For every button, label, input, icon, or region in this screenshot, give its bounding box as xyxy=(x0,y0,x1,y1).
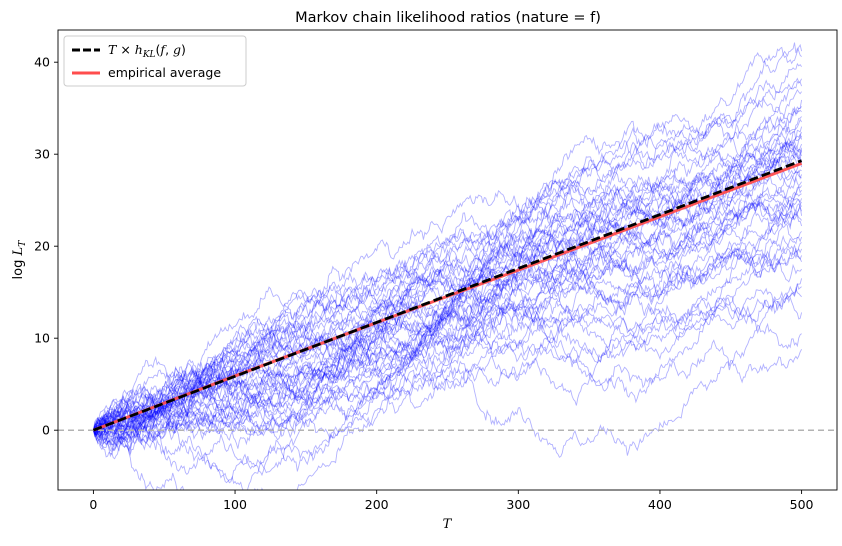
simulated-path xyxy=(93,240,802,435)
y-tick-label: 20 xyxy=(34,239,50,254)
simulated-path xyxy=(93,169,802,444)
x-axis: 0 100 200 300 400 500 xyxy=(89,490,814,512)
simulated-path xyxy=(92,43,803,431)
simulated-path xyxy=(93,89,802,435)
simulated-path xyxy=(93,168,802,433)
y-axis-label-sub: T xyxy=(17,240,28,247)
simulated-path xyxy=(93,106,802,433)
x-tick-label: 400 xyxy=(648,497,672,512)
simulated-path xyxy=(92,77,803,431)
simulated-paths xyxy=(92,42,803,490)
simulated-path xyxy=(92,131,803,448)
legend-box xyxy=(63,35,247,87)
y-tick-label: 40 xyxy=(34,55,50,70)
simulated-path xyxy=(93,222,802,437)
simulated-path xyxy=(93,62,802,439)
legend: T × hKL(f, g) empirical average xyxy=(63,35,247,87)
simulated-path xyxy=(92,133,803,460)
simulated-path xyxy=(93,134,803,451)
simulated-path xyxy=(92,339,802,449)
x-axis-label: T xyxy=(443,517,453,532)
simulated-path xyxy=(93,235,803,458)
simulated-path xyxy=(92,118,802,451)
simulated-path xyxy=(92,201,803,433)
simulated-path xyxy=(93,159,802,440)
simulated-path xyxy=(92,185,802,436)
simulated-path xyxy=(93,196,802,490)
simulated-path xyxy=(92,78,802,435)
simulated-path xyxy=(93,149,803,442)
y-axis-label-log: log xyxy=(11,256,26,280)
simulated-path xyxy=(93,106,802,457)
y-axis-label: log LT xyxy=(11,240,28,280)
simulated-path xyxy=(92,99,803,437)
simulated-path xyxy=(93,286,802,449)
simulated-path xyxy=(93,161,802,445)
x-tick-label: 0 xyxy=(89,497,97,512)
y-axis: 0 10 20 30 40 xyxy=(34,55,58,438)
simulated-path xyxy=(92,322,802,458)
svg-text:log LT: log LT xyxy=(11,240,28,280)
simulated-path xyxy=(92,278,803,437)
simulated-path xyxy=(93,283,802,490)
simulated-path xyxy=(92,42,802,435)
simulated-path xyxy=(93,199,802,431)
simulated-path xyxy=(93,205,803,436)
simulated-path xyxy=(92,200,802,445)
y-axis-label-var: L xyxy=(11,247,26,257)
x-tick-label: 100 xyxy=(223,497,247,512)
simulated-path xyxy=(93,236,803,484)
simulated-path xyxy=(93,126,803,452)
simulated-path xyxy=(93,116,802,441)
legend-label-average: empirical average xyxy=(108,65,221,80)
x-tick-label: 500 xyxy=(790,497,814,512)
simulated-path xyxy=(92,140,803,441)
simulated-path xyxy=(93,242,802,434)
y-tick-label: 30 xyxy=(34,147,50,162)
legend-label-theory: T × hKL(f, g) xyxy=(108,42,186,60)
y-tick-label: 10 xyxy=(34,331,50,346)
simulated-path xyxy=(92,170,802,441)
plot-frame xyxy=(57,29,838,491)
simulated-path xyxy=(92,200,803,431)
x-tick-label: 200 xyxy=(365,497,389,512)
simulated-path xyxy=(93,136,803,436)
simulated-path xyxy=(92,195,803,453)
simulated-path xyxy=(93,140,802,452)
y-tick-label: 0 xyxy=(42,423,50,438)
theory-line xyxy=(92,159,803,432)
chart-title: Markov chain likelihood ratios (nature =… xyxy=(295,10,601,26)
x-tick-label: 300 xyxy=(506,497,530,512)
simulated-path xyxy=(93,186,802,436)
simulated-path xyxy=(93,248,803,437)
simulated-path xyxy=(93,156,803,477)
